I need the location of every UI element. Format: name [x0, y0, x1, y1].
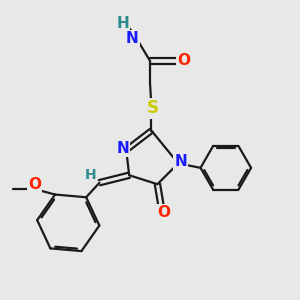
- Text: N: N: [116, 141, 129, 156]
- Text: O: O: [157, 205, 170, 220]
- Text: N: N: [174, 154, 187, 169]
- Text: N: N: [126, 31, 139, 46]
- Text: O: O: [28, 177, 41, 192]
- Text: H: H: [116, 16, 129, 31]
- Text: O: O: [177, 53, 190, 68]
- Text: S: S: [147, 99, 159, 117]
- Text: H: H: [85, 168, 96, 182]
